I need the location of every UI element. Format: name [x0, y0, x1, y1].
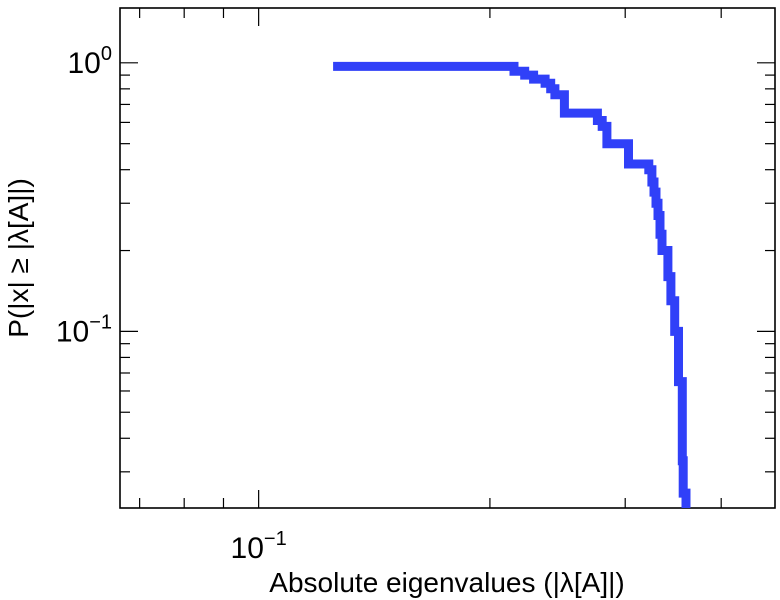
- plot-frame: [119, 7, 776, 509]
- tick-labels-layer: 100 10−1 10−1: [56, 43, 287, 565]
- x-axis-title: Absolute eigenvalues (|λ[A]|): [269, 567, 624, 598]
- series-layer: [333, 61, 691, 508]
- y-axis-title: P(|x| ≥ |λ[A]|): [3, 178, 34, 338]
- x-tick-label: 10−1: [231, 528, 287, 565]
- series-line: [333, 61, 691, 508]
- y-tick-label: 10−1: [56, 311, 112, 348]
- y-tick-label: 100: [68, 43, 113, 80]
- ticks-layer: [120, 8, 775, 508]
